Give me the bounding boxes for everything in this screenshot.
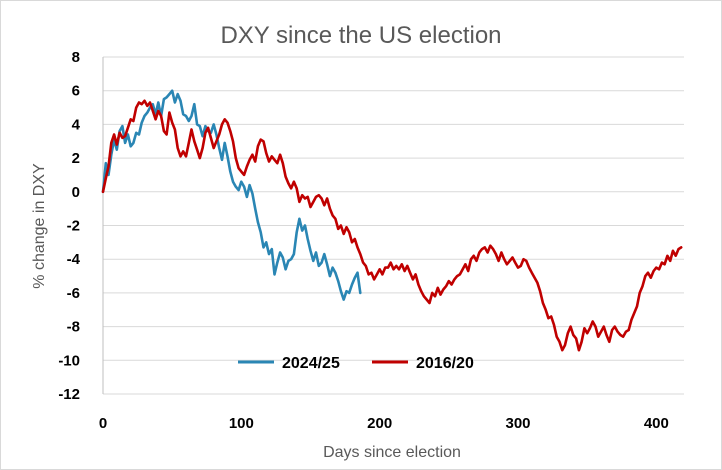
x-tick-label: 400 — [644, 415, 669, 432]
y-tick-label: 2 — [72, 150, 80, 167]
series-lines — [101, 89, 683, 352]
x-tick-label: 200 — [367, 415, 392, 432]
legend-label: 2016/20 — [416, 355, 474, 372]
y-tick-label: -2 — [67, 218, 80, 235]
legend: 2024/25 2016/20 — [238, 355, 474, 372]
y-tick-label: 0 — [72, 184, 80, 201]
y-tick-label: -4 — [67, 251, 81, 268]
x-tick-label: 300 — [505, 415, 530, 432]
x-axis-ticks: 0 100 200 300 400 — [99, 415, 669, 432]
y-axis-label: % change in DXY — [31, 163, 48, 289]
x-axis-label: Days since election — [323, 444, 461, 461]
y-tick-label: -8 — [67, 319, 80, 336]
x-tick-label: 0 — [99, 415, 107, 432]
gridlines — [102, 56, 684, 395]
y-tick-label: 4 — [72, 116, 81, 133]
y-tick-label: -6 — [67, 285, 80, 302]
series-line-0 — [101, 89, 362, 301]
chart-title: DXY since the US election — [220, 22, 501, 49]
y-tick-label: -12 — [58, 386, 80, 403]
x-tick-label: 100 — [229, 415, 254, 432]
y-axis-ticks: 8 6 4 2 0 -2 -4 -6 -8 -10 -12 — [58, 49, 80, 403]
y-tick-label: 8 — [72, 49, 80, 66]
series-line-1 — [101, 99, 683, 352]
y-tick-label: -10 — [58, 352, 80, 369]
legend-label: 2024/25 — [282, 355, 340, 372]
y-tick-label: 6 — [72, 83, 80, 100]
